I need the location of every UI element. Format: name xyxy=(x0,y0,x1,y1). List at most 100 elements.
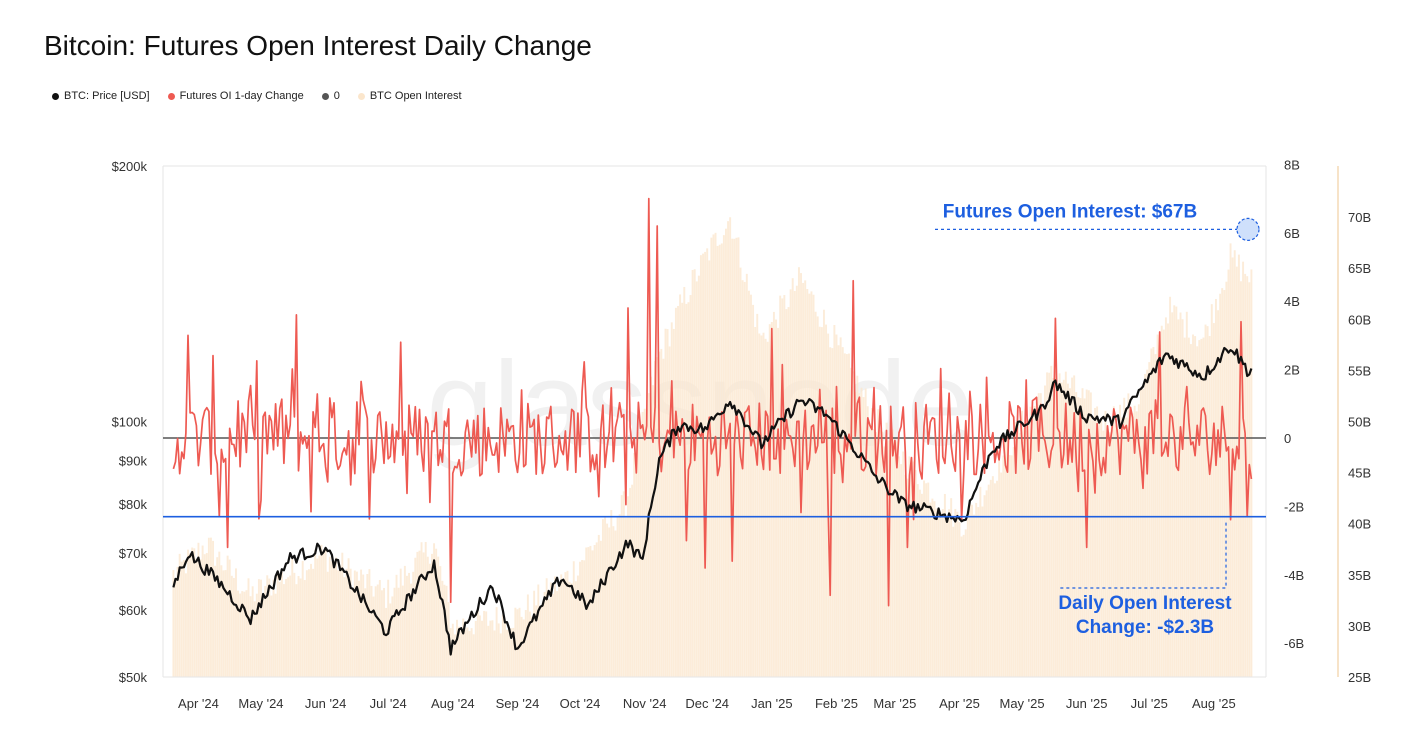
open-interest-bar xyxy=(1144,373,1147,677)
open-interest-bar xyxy=(747,290,750,677)
open-interest-bar xyxy=(1179,312,1182,677)
open-interest-bar xyxy=(791,278,794,677)
right-tick-label-open-interest: 30B xyxy=(1348,619,1371,634)
open-interest-bar xyxy=(618,514,621,677)
open-interest-bar xyxy=(201,545,204,677)
open-interest-bar xyxy=(998,451,1001,677)
open-interest-bar xyxy=(1089,392,1092,677)
open-interest-bar xyxy=(335,557,338,677)
open-interest-bar xyxy=(852,371,855,677)
open-interest-bar xyxy=(991,476,994,677)
open-interest-bar xyxy=(1162,329,1165,677)
open-interest-bar xyxy=(1169,296,1172,677)
open-interest-bar xyxy=(1000,472,1003,677)
open-interest-bar xyxy=(677,305,679,677)
open-interest-bar xyxy=(1041,405,1044,677)
open-interest-bar xyxy=(176,566,179,677)
open-interest-bar xyxy=(481,620,483,677)
open-interest-bar xyxy=(581,560,584,677)
open-interest-bar xyxy=(931,498,934,677)
open-interest-bar xyxy=(971,504,973,677)
open-interest-bar xyxy=(741,280,744,677)
open-interest-bar xyxy=(637,432,640,677)
open-interest-bar xyxy=(1079,398,1082,677)
open-interest-bar xyxy=(1104,411,1107,677)
legend-dot-price xyxy=(52,92,59,100)
legend-item-oi-change[interactable]: Futures OI 1-day Change xyxy=(167,90,304,102)
open-interest-bar xyxy=(276,574,279,677)
open-interest-bar xyxy=(364,588,367,677)
open-interest-bar xyxy=(243,591,246,677)
open-interest-bar xyxy=(289,575,292,677)
x-tick-label: Aug '24 xyxy=(431,696,475,711)
right-tick-label-open-interest: 40B xyxy=(1348,517,1371,532)
open-interest-bar xyxy=(378,580,381,677)
open-interest-bar xyxy=(1035,401,1038,677)
open-interest-bar xyxy=(987,484,990,677)
open-interest-bar xyxy=(612,526,615,677)
open-interest-bar xyxy=(904,474,907,677)
open-interest-bar xyxy=(493,630,496,677)
open-interest-bar xyxy=(408,572,410,677)
open-interest-bar xyxy=(823,309,825,677)
open-interest-bar xyxy=(679,294,682,677)
open-interest-bar xyxy=(545,578,548,677)
right-tick-label-open-interest: 35B xyxy=(1348,568,1371,583)
open-interest-bar xyxy=(293,572,296,677)
open-interest-bar xyxy=(624,517,627,677)
open-interest-bar xyxy=(570,583,573,677)
open-interest-bar xyxy=(866,406,869,677)
open-interest-bar xyxy=(314,549,317,677)
open-interest-bar xyxy=(743,281,746,677)
open-interest-bar xyxy=(180,561,183,677)
open-interest-bar xyxy=(341,552,344,677)
legend-item-zero[interactable]: 0 xyxy=(321,90,340,102)
open-interest-bar xyxy=(280,571,283,677)
open-interest-bar xyxy=(889,437,892,677)
legend-item-open-interest[interactable]: BTC Open Interest xyxy=(357,90,462,102)
open-interest-bar xyxy=(260,579,262,677)
open-interest-bar xyxy=(1208,336,1211,677)
open-interest-bar xyxy=(351,588,354,677)
open-interest-bar xyxy=(1114,425,1117,677)
open-interest-bar xyxy=(772,311,775,677)
open-interest-bar xyxy=(1098,421,1101,677)
x-tick-label: May '25 xyxy=(999,696,1044,711)
open-interest-bar xyxy=(1235,266,1238,677)
open-interest-bar xyxy=(320,544,323,677)
open-interest-bar xyxy=(1150,348,1153,677)
open-interest-bar xyxy=(668,346,671,677)
open-interest-bar xyxy=(172,570,175,677)
oi-annotation-marker[interactable] xyxy=(1236,217,1260,241)
open-interest-bar xyxy=(735,237,738,678)
open-interest-bar xyxy=(537,584,540,677)
open-interest-bar xyxy=(207,537,210,677)
open-interest-bar xyxy=(714,232,717,677)
legend-item-price[interactable]: BTC: Price [USD] xyxy=(52,90,150,102)
open-interest-bar xyxy=(1050,365,1053,677)
open-interest-bar xyxy=(212,540,214,677)
open-interest-bar xyxy=(893,438,896,677)
open-interest-bar xyxy=(837,345,840,677)
open-interest-bar xyxy=(214,565,217,677)
open-interest-bar xyxy=(295,584,298,677)
open-interest-bar xyxy=(474,620,477,677)
open-interest-bar xyxy=(956,511,959,677)
open-interest-bar xyxy=(1133,405,1136,677)
change-annotation-label-line1: Daily Open Interest xyxy=(1058,593,1232,614)
open-interest-bar xyxy=(793,290,796,677)
open-interest-bar xyxy=(1094,407,1096,677)
open-interest-bar xyxy=(597,534,600,677)
open-interest-bar xyxy=(255,593,258,677)
open-interest-bar xyxy=(460,630,463,677)
open-interest-bar xyxy=(253,601,256,677)
open-interest-bar xyxy=(285,578,287,677)
open-interest-bar xyxy=(1056,383,1059,677)
open-interest-bar xyxy=(451,623,454,677)
open-interest-bar xyxy=(326,571,329,677)
open-interest-bar xyxy=(599,540,602,677)
open-interest-bar xyxy=(193,548,196,677)
open-interest-bar xyxy=(1071,377,1074,677)
open-interest-bar xyxy=(1181,319,1184,677)
